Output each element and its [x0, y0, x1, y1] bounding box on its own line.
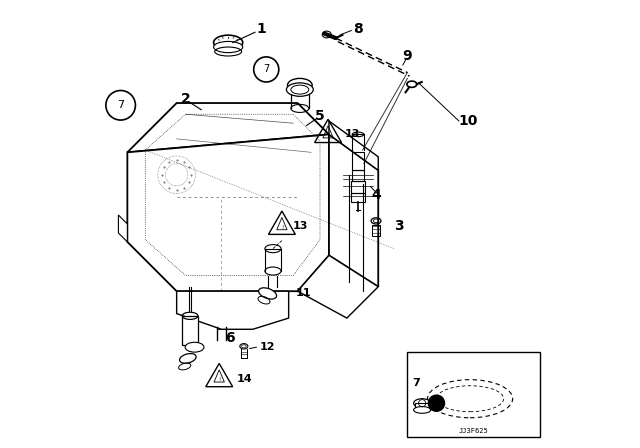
Text: 2: 2: [180, 91, 191, 106]
Text: 9: 9: [403, 49, 412, 63]
Text: !: !: [281, 225, 283, 230]
Polygon shape: [127, 134, 329, 291]
Bar: [351, 181, 365, 193]
Bar: [407, 352, 540, 437]
Bar: [182, 316, 198, 345]
Circle shape: [253, 57, 279, 82]
Bar: [351, 193, 365, 202]
Bar: [415, 403, 430, 410]
Polygon shape: [329, 134, 378, 287]
Text: 7: 7: [263, 65, 269, 74]
Text: 4: 4: [371, 188, 381, 202]
Polygon shape: [118, 215, 127, 242]
Polygon shape: [298, 255, 378, 318]
Text: 7: 7: [117, 100, 124, 110]
Bar: [352, 170, 364, 181]
Ellipse shape: [214, 41, 243, 53]
Ellipse shape: [287, 83, 314, 96]
Polygon shape: [329, 121, 378, 170]
Bar: [352, 152, 364, 170]
Polygon shape: [177, 291, 289, 329]
Text: 13: 13: [293, 221, 308, 231]
Text: 11: 11: [296, 289, 311, 298]
Polygon shape: [127, 103, 329, 152]
Text: 10: 10: [458, 114, 477, 128]
Ellipse shape: [287, 78, 312, 92]
Ellipse shape: [259, 288, 276, 299]
Text: !: !: [218, 377, 220, 382]
Text: 8: 8: [353, 22, 363, 36]
Text: JJ3F625: JJ3F625: [459, 428, 488, 435]
Text: 14: 14: [237, 374, 253, 383]
Ellipse shape: [214, 35, 243, 50]
Ellipse shape: [180, 353, 196, 363]
Circle shape: [428, 395, 445, 411]
Text: !: !: [327, 133, 329, 138]
Ellipse shape: [413, 407, 431, 413]
Text: 1: 1: [257, 22, 267, 36]
Text: 5: 5: [315, 109, 325, 124]
Ellipse shape: [185, 342, 204, 352]
Text: 13: 13: [345, 129, 360, 139]
Bar: [372, 225, 380, 236]
Ellipse shape: [413, 399, 431, 408]
Text: 12: 12: [260, 342, 275, 352]
Text: 3: 3: [394, 219, 404, 233]
Text: 6: 6: [225, 331, 236, 345]
Text: 7: 7: [412, 378, 420, 388]
Circle shape: [106, 90, 136, 120]
